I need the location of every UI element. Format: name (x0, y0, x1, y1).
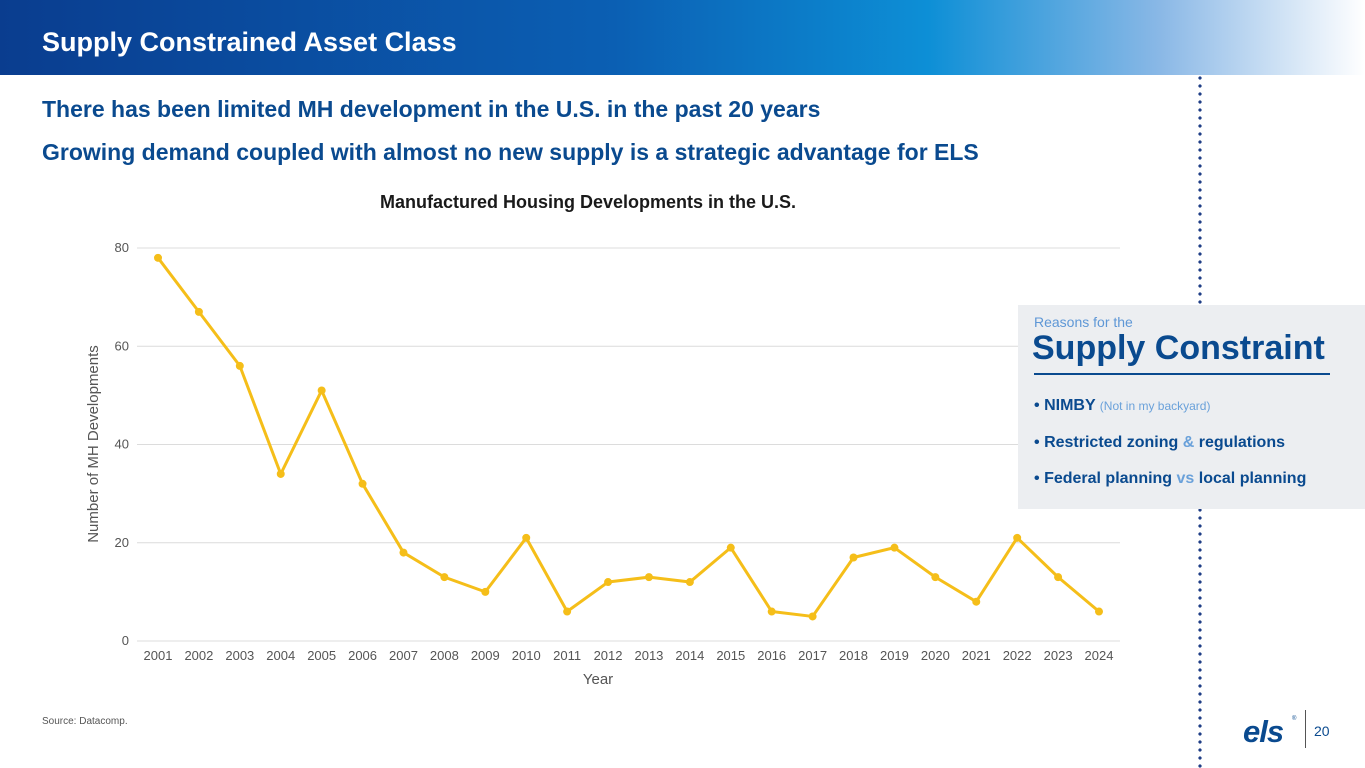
source-note: Source: Datacomp. (42, 716, 128, 727)
x-tick-label: 2021 (962, 648, 991, 663)
y-tick-label: 20 (115, 535, 129, 550)
x-tick-label: 2001 (144, 648, 173, 663)
x-tick-label: 2007 (389, 648, 418, 663)
data-point (767, 607, 776, 616)
reason-joiner: vs (1176, 470, 1195, 487)
data-point (358, 479, 367, 488)
data-point (644, 573, 653, 582)
y-axis-ticks: 0 20 40 60 80 (115, 240, 129, 648)
header-bar (0, 0, 1365, 75)
x-tick-label: 2020 (921, 648, 950, 663)
x-tick-label: 2019 (880, 648, 909, 663)
data-point (276, 469, 285, 478)
x-tick-label: 2024 (1085, 648, 1114, 663)
x-tick-label: 2013 (634, 648, 663, 663)
x-tick-label: 2004 (266, 648, 295, 663)
x-tick-label: 2011 (553, 648, 581, 663)
x-tick-label: 2002 (184, 648, 213, 663)
page-title: Supply Constrained Asset Class (42, 27, 457, 57)
headline-strategic-advantage: Growing demand coupled with almost no ne… (42, 139, 979, 165)
y-tick-label: 40 (115, 437, 129, 452)
reason-planning: • Federal planning vs local planning (1034, 470, 1306, 488)
x-axis-label: Year (583, 671, 613, 688)
data-point (972, 597, 981, 606)
data-point (1054, 573, 1063, 582)
x-tick-label: 2005 (307, 648, 336, 663)
headline-development: There has been limited MH development in… (42, 96, 821, 122)
data-point (931, 573, 940, 582)
series-line (156, 256, 1100, 618)
x-axis-ticks: 2001 2002 2003 2004 2005 2006 2007 2008 2009 2010… (144, 648, 1114, 663)
x-tick-label: 2010 (512, 648, 541, 663)
data-point (481, 587, 490, 596)
reason-zoning: • Restricted zoning & regulations (1034, 434, 1285, 452)
chart-grid (137, 247, 1120, 642)
reason-joiner: & (1182, 434, 1195, 451)
data-point (685, 578, 694, 587)
x-tick-label: 2023 (1044, 648, 1073, 663)
data-point (808, 612, 817, 621)
els-logo: els (1243, 714, 1284, 749)
x-tick-label: 2009 (471, 648, 500, 663)
y-axis-label: Number of MH Developments (85, 345, 102, 543)
bullet: • (1034, 397, 1040, 414)
data-point (194, 307, 203, 316)
y-tick-label: 80 (115, 240, 129, 255)
reason-label: Federal planning (1044, 470, 1173, 487)
y-tick-label: 60 (115, 338, 129, 353)
data-point (849, 553, 858, 562)
panel-underline (1034, 373, 1330, 375)
footer-divider (1305, 710, 1306, 748)
data-point (154, 253, 162, 262)
x-tick-label: 2018 (839, 648, 868, 663)
panel-title: Supply Constraint (1032, 329, 1325, 367)
data-point (1095, 607, 1103, 616)
reason-label: regulations (1198, 434, 1285, 451)
x-tick-label: 2012 (594, 648, 623, 663)
bullet: • (1034, 434, 1040, 451)
x-tick-label: 2003 (225, 648, 254, 663)
data-point (317, 386, 326, 395)
bullet: • (1034, 470, 1040, 487)
line-chart: Manufactured Housing Developments in the… (85, 192, 1120, 688)
x-tick-label: 2017 (798, 648, 827, 663)
registered-mark: ® (1292, 716, 1297, 722)
data-point (726, 543, 735, 552)
reason-nimby: • NIMBY (Not in my backyard) (1034, 397, 1210, 415)
reason-label: NIMBY (1044, 397, 1096, 414)
reason-label: local planning (1198, 470, 1307, 487)
x-tick-label: 2014 (675, 648, 704, 663)
data-point (440, 573, 449, 582)
data-point (563, 607, 572, 616)
reasons-panel: Reasons for the Supply Constraint • NIMB… (1018, 305, 1365, 509)
data-point (604, 578, 613, 587)
x-tick-label: 2022 (1003, 648, 1032, 663)
data-point (522, 533, 531, 542)
chart-title: Manufactured Housing Developments in the… (380, 192, 796, 212)
data-point (399, 548, 408, 557)
x-tick-label: 2015 (716, 648, 745, 663)
data-point (1013, 533, 1022, 542)
panel-kicker: Reasons for the (1034, 314, 1133, 330)
x-tick-label: 2006 (348, 648, 377, 663)
x-tick-label: 2016 (757, 648, 786, 663)
reason-note: (Not in my backyard) (1099, 399, 1211, 413)
data-point (890, 543, 899, 552)
x-tick-label: 2008 (430, 648, 459, 663)
data-point (235, 361, 244, 370)
reason-label: Restricted zoning (1044, 434, 1179, 451)
data-points (154, 253, 1103, 621)
y-tick-label: 0 (122, 633, 129, 648)
page-number: 20 (1314, 723, 1330, 739)
